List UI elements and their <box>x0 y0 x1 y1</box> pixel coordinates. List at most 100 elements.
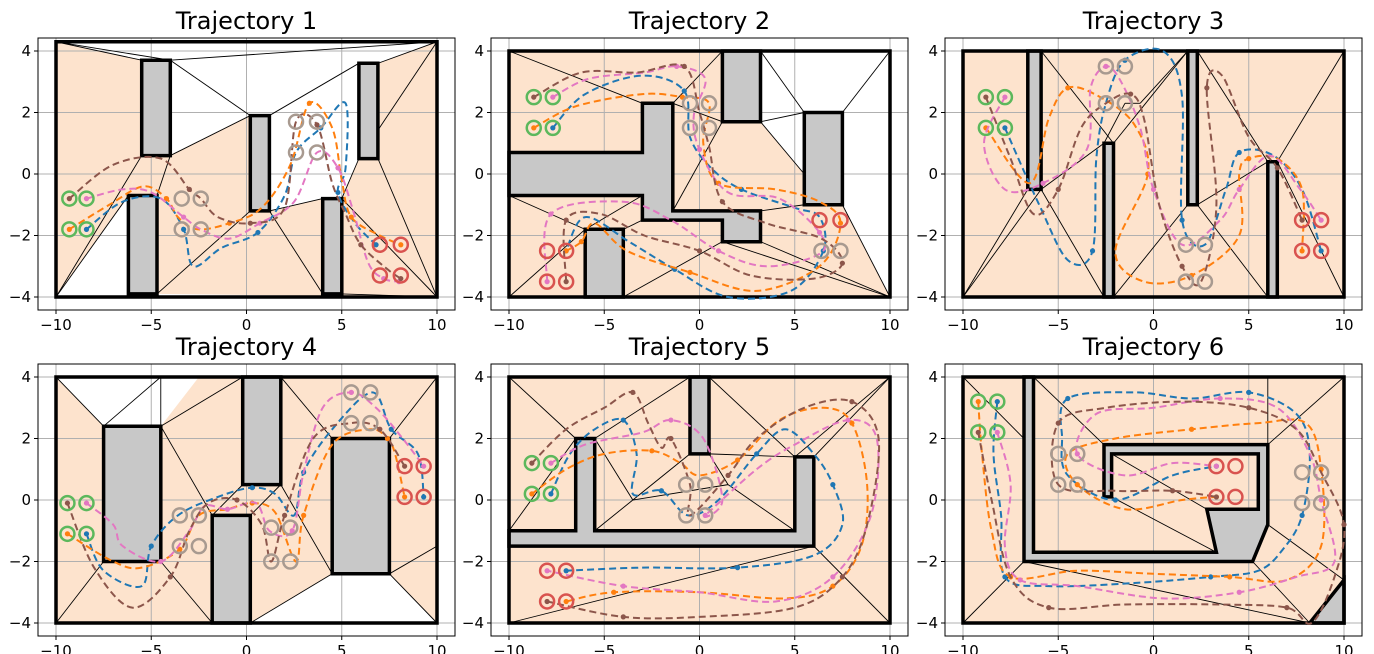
marker-start-ring <box>78 494 95 512</box>
trajectory-orange <box>985 85 1305 285</box>
waypoint <box>66 196 72 202</box>
waypoint <box>830 482 836 488</box>
waypoint <box>620 583 626 589</box>
waypoint <box>1046 605 1052 611</box>
triangulation-edge <box>813 545 891 624</box>
trajectories <box>531 63 845 300</box>
panel-title: Trajectory 5 <box>628 333 770 361</box>
waypoint <box>1074 482 1080 488</box>
triangulation-edge <box>623 219 643 230</box>
markers <box>523 454 714 610</box>
obstacles <box>1026 49 1280 299</box>
marker-goal-ring <box>1312 211 1330 229</box>
waypoint <box>1002 574 1008 580</box>
x-tick-label: 0 <box>695 642 705 654</box>
x-tick-label: 5 <box>1244 642 1254 654</box>
trajectory-blue <box>552 74 827 300</box>
waypoint <box>1284 605 1290 611</box>
marker-goal-ring <box>557 593 575 610</box>
obstacles <box>507 375 816 548</box>
y-tick-label: −4 <box>9 614 31 632</box>
marker-goal-ring <box>415 488 432 506</box>
triangulation <box>962 50 1345 298</box>
x-tick-label: −10 <box>40 316 72 334</box>
y-tick-label: 0 <box>474 491 484 509</box>
y-tick-label: 0 <box>21 165 31 183</box>
y-tick-label: 2 <box>474 430 484 448</box>
waypoint <box>994 429 1000 435</box>
trajectories <box>975 389 1347 625</box>
triangulation-edge <box>584 195 643 230</box>
waypoint <box>1318 497 1324 503</box>
waypoint <box>754 451 760 457</box>
triangulation-edge <box>1196 204 1269 298</box>
waypoint <box>234 497 240 503</box>
obstacles <box>507 49 845 299</box>
waypoint <box>1236 589 1242 595</box>
waypoint <box>994 399 1000 405</box>
x-tick-label: 0 <box>242 642 252 654</box>
marker-mid-ring <box>1116 95 1134 112</box>
trajectory-orange <box>531 406 869 603</box>
marker-mid-ring <box>1069 445 1086 463</box>
marker-mid-ring <box>1097 58 1115 75</box>
obstacle <box>210 513 253 625</box>
waypoint <box>301 512 307 518</box>
waypoint <box>148 543 154 549</box>
waypoint <box>1341 522 1347 528</box>
triangulation-edge <box>55 376 104 427</box>
x-tick-label: 0 <box>242 316 252 334</box>
y-tick-label: −4 <box>462 614 484 632</box>
waypoint <box>167 574 173 580</box>
marker-goal-ring <box>1208 457 1225 475</box>
x-tick-label: 10 <box>427 316 446 334</box>
marker-goal-ring <box>1227 488 1244 506</box>
waypoint <box>1227 574 1233 580</box>
y-tick-label: 4 <box>928 42 938 60</box>
waypoint <box>1112 497 1118 503</box>
ticks: −10 −5 0 5 10 −4 −2 0 2 4 <box>9 368 447 654</box>
marker-mid-ring <box>308 113 326 130</box>
marker-mid-ring <box>362 384 379 401</box>
triangulation-edge <box>1113 50 1189 144</box>
x-tick-label: −10 <box>947 316 979 334</box>
marker-goal-ring <box>1227 457 1244 475</box>
marker-mid-ring <box>173 190 190 207</box>
y-tick-label: −2 <box>462 227 484 245</box>
y-tick-label: −4 <box>9 288 31 306</box>
triangulation-edge <box>389 545 438 575</box>
trajectories <box>64 389 427 609</box>
y-tick-label: 4 <box>928 368 938 386</box>
trajectories <box>982 47 1324 287</box>
obstacle <box>720 49 763 124</box>
waypoint <box>550 125 556 131</box>
waypoint <box>1089 248 1096 254</box>
triangulation-edge <box>389 573 438 624</box>
triangulation-edge <box>55 195 129 298</box>
marker-start-ring <box>59 525 76 543</box>
waypoint <box>158 558 164 565</box>
waypoint <box>335 189 341 196</box>
ticks: −10 −5 0 5 10 −4 −2 0 2 4 <box>916 368 1354 654</box>
waypoint <box>1213 494 1219 500</box>
x-tick-label: 5 <box>1244 316 1254 334</box>
waypoint <box>849 399 855 405</box>
waypoint <box>548 211 554 217</box>
panel-title: Trajectory 2 <box>628 7 770 35</box>
marker-start-ring <box>996 119 1014 137</box>
triangulation-edge <box>594 499 634 532</box>
panel-5: Trajectory 5 −10 −5 0 5 10 −4 −2 0 2 4 <box>462 333 909 654</box>
y-tick-label: 0 <box>474 165 484 183</box>
marker-goal-ring <box>371 267 389 284</box>
marker-start-ring <box>544 88 562 106</box>
waypoint <box>630 389 636 395</box>
x-tick-label: −10 <box>493 316 525 334</box>
marker-goal-ring <box>832 211 849 229</box>
marker-mid-ring <box>1177 273 1195 290</box>
waypoint <box>620 614 626 620</box>
waypoint <box>548 491 554 497</box>
free-region <box>56 41 142 297</box>
waypoint <box>1179 217 1185 223</box>
waypoint <box>83 226 90 232</box>
waypoint <box>306 100 312 106</box>
